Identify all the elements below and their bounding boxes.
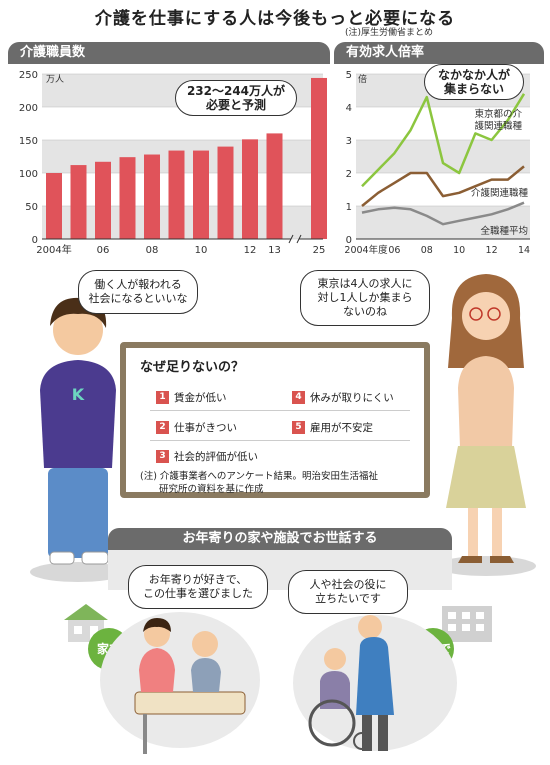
care-left-speech: お年寄りが好きで、 この仕事を選びました — [143, 573, 253, 600]
x-tick-label: 25 — [313, 245, 326, 256]
reason-number: 3 — [156, 450, 169, 463]
forecast-bubble: 232～244万人が 必要と予測 — [175, 80, 297, 116]
y-tick-label: 0 — [32, 235, 38, 246]
woman-illustration — [436, 274, 536, 576]
reason-item: 1 賃金が低い — [156, 390, 227, 405]
y-tick-label: 250 — [19, 70, 38, 81]
reason-text: 雇用が不安定 — [310, 422, 373, 434]
x-tick-label: 06 — [97, 245, 110, 256]
axis-break — [288, 234, 302, 244]
x-tick-label: 12 — [486, 245, 498, 256]
shortage-text: なかなか人が 集まらない — [437, 68, 510, 96]
x-tick-label: 13 — [268, 245, 281, 256]
series-line — [361, 165, 525, 207]
bar — [193, 150, 209, 239]
man-speech: 働く人が報われる 社会になるといいな — [88, 278, 188, 305]
grid-band — [356, 140, 530, 173]
reason-text: 休みが取りにくい — [310, 392, 394, 404]
y-tick-label: 2 — [346, 169, 352, 180]
man-illustration: K — [30, 297, 126, 582]
series-label: 護関連職種 — [474, 120, 522, 132]
reasons-divider — [150, 440, 410, 441]
series-line — [361, 93, 526, 188]
staff-chart-title: 介護職員数 — [8, 42, 330, 64]
bar — [144, 154, 160, 239]
reasons-note: (注) 介護事業者へのアンケート結果。明治安田生活福祉 研究所の資料を基に作成 — [140, 471, 379, 495]
ratio-chart-title: 有効求人倍率 — [334, 42, 544, 64]
reason-number: 4 — [292, 391, 305, 404]
series-label: 全職種平均 — [480, 225, 528, 237]
shortage-bubble: なかなか人が 集まらない — [424, 64, 524, 100]
facility-care-illustration — [293, 615, 457, 751]
x-tick-label: 2004年 — [36, 243, 71, 256]
x-tick-label: 08 — [421, 245, 433, 256]
bar — [95, 161, 111, 239]
bar — [168, 150, 185, 239]
y-unit-label: 倍 — [358, 73, 367, 85]
facility-icon — [442, 606, 492, 642]
y-tick-label: 100 — [19, 169, 38, 180]
reason-number: 5 — [292, 421, 305, 434]
x-tick-label: 10 — [195, 245, 208, 256]
care-right-speech: 人や社会の役に 立ちたいです — [309, 578, 387, 605]
y-unit-label: 万人 — [46, 74, 64, 85]
forecast-text: 232～244万人が 必要と予測 — [186, 84, 286, 112]
x-tick-label: 12 — [244, 245, 257, 256]
bar — [242, 139, 258, 239]
bar — [266, 133, 283, 239]
y-tick-label: 1 — [346, 202, 352, 213]
home-care-illustration — [100, 612, 260, 754]
y-tick-label: 5 — [346, 70, 352, 81]
reason-text: 仕事がきつい — [174, 422, 237, 434]
bar — [46, 173, 62, 239]
bar — [217, 146, 234, 239]
bar — [119, 157, 136, 239]
y-tick-label: 200 — [19, 103, 38, 114]
reasons-title: なぜ足りないの？ — [140, 360, 245, 375]
bar — [70, 165, 87, 239]
reason-text: 賃金が低い — [174, 392, 227, 404]
y-tick-label: 4 — [346, 103, 352, 114]
ratio-chart-panel: 有効求人倍率 0 1 2 3 4 5 倍 2004年度 06 08 10 12 14 東京都の介 護関連職種… — [334, 42, 544, 267]
x-tick-label: 10 — [453, 245, 465, 256]
bar — [311, 77, 327, 240]
man-speech-bubble: 働く人が報われる 社会になるといいな — [78, 270, 198, 314]
reason-item: 3 社会的評価が低い — [156, 449, 258, 464]
y-tick-label: 50 — [25, 202, 38, 213]
reasons-divider — [150, 410, 410, 411]
x-tick-label: 06 — [388, 245, 400, 256]
reasons-box: なぜ足りないの？ 1 賃金が低い 2 仕事がきつい 3 社会的評価が低い 4 休… — [120, 342, 430, 498]
page-title: 介護を仕事にする人は今後もっと必要になる — [94, 9, 456, 29]
reason-item: 2 仕事がきつい — [156, 420, 237, 435]
care-left-speech-bubble: お年寄りが好きで、 この仕事を選びました — [128, 565, 268, 609]
care-section-title: お年寄りの家や施設でお世話する — [108, 528, 452, 550]
series-label: 東京都の介 — [474, 108, 522, 120]
series-label: 介護関連職種 — [471, 187, 529, 199]
care-right-speech-bubble: 人や社会の役に 立ちたいです — [288, 570, 408, 614]
reason-number: 1 — [156, 391, 169, 404]
reason-item: 4 休みが取りにくい — [292, 390, 394, 405]
x-tick-label: 14 — [518, 245, 530, 256]
woman-speech: 東京は4人の求人に 対し1人しか集まら ないのね — [317, 277, 413, 318]
staff-bar-chart: 0 50 100 150 200 250 万人 2004年 06 08 10 12 13 25 — [19, 70, 327, 256]
reason-text: 社会的評価が低い — [174, 451, 258, 463]
reason-number: 2 — [156, 421, 169, 434]
reason-item: 5 雇用が不安定 — [292, 420, 373, 435]
y-tick-label: 3 — [346, 136, 352, 147]
y-tick-label: 0 — [346, 235, 352, 246]
woman-speech-bubble: 東京は4人の求人に 対し1人しか集まら ないのね — [300, 270, 430, 326]
shirt-letter: K — [72, 385, 85, 404]
source-note: (注)厚生労働省まとめ — [345, 28, 434, 38]
y-tick-label: 150 — [19, 136, 38, 147]
x-tick-label: 08 — [146, 245, 159, 256]
staff-chart-panel: 介護職員数 0 50 100 150 200 250 万人 2004年 06 08 10 12 13 25 — [8, 42, 330, 267]
x-tick-label: 2004年度 — [344, 244, 388, 256]
series-line — [361, 201, 525, 226]
